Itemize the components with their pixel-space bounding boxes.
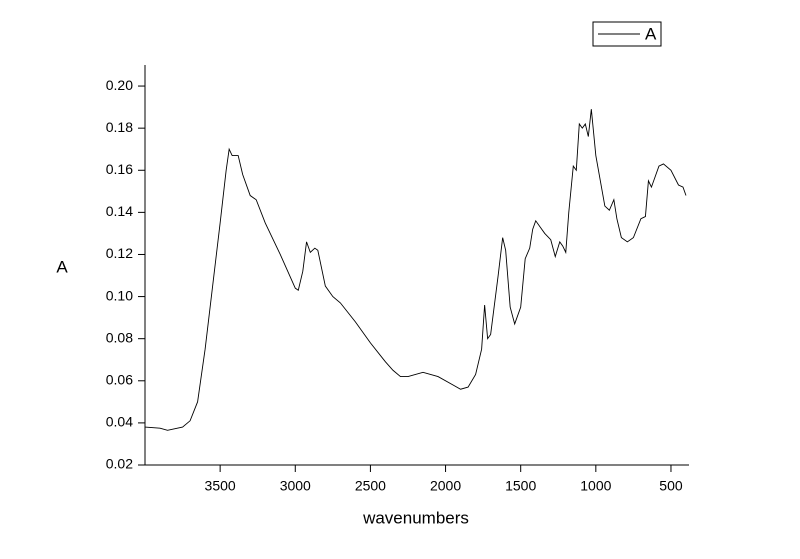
x-tick-label: 3000 bbox=[280, 478, 311, 494]
x-tick-label: 2500 bbox=[355, 478, 386, 494]
y-tick-label: 0.10 bbox=[106, 287, 133, 303]
y-tick-label: 0.12 bbox=[106, 245, 133, 261]
y-tick-label: 0.20 bbox=[106, 77, 133, 93]
y-tick-label: 0.08 bbox=[106, 329, 133, 345]
y-tick-label: 0.18 bbox=[106, 119, 133, 135]
y-tick-label: 0.06 bbox=[106, 371, 133, 387]
x-tick-label: 1500 bbox=[505, 478, 536, 494]
y-tick-label: 0.02 bbox=[106, 456, 133, 472]
x-tick-label: 3500 bbox=[205, 478, 236, 494]
x-axis-label: wavenumbers bbox=[362, 508, 469, 527]
y-tick-label: 0.14 bbox=[106, 203, 133, 219]
legend-label: A bbox=[645, 24, 657, 43]
x-tick-label: 500 bbox=[659, 478, 683, 494]
y-axis-label: A bbox=[56, 257, 68, 276]
y-tick-label: 0.16 bbox=[106, 161, 133, 177]
data-line bbox=[144, 109, 687, 431]
x-tick-label: 1000 bbox=[580, 478, 611, 494]
x-tick-label: 2000 bbox=[430, 478, 461, 494]
legend-box bbox=[592, 21, 662, 47]
y-tick-label: 0.04 bbox=[106, 414, 133, 430]
